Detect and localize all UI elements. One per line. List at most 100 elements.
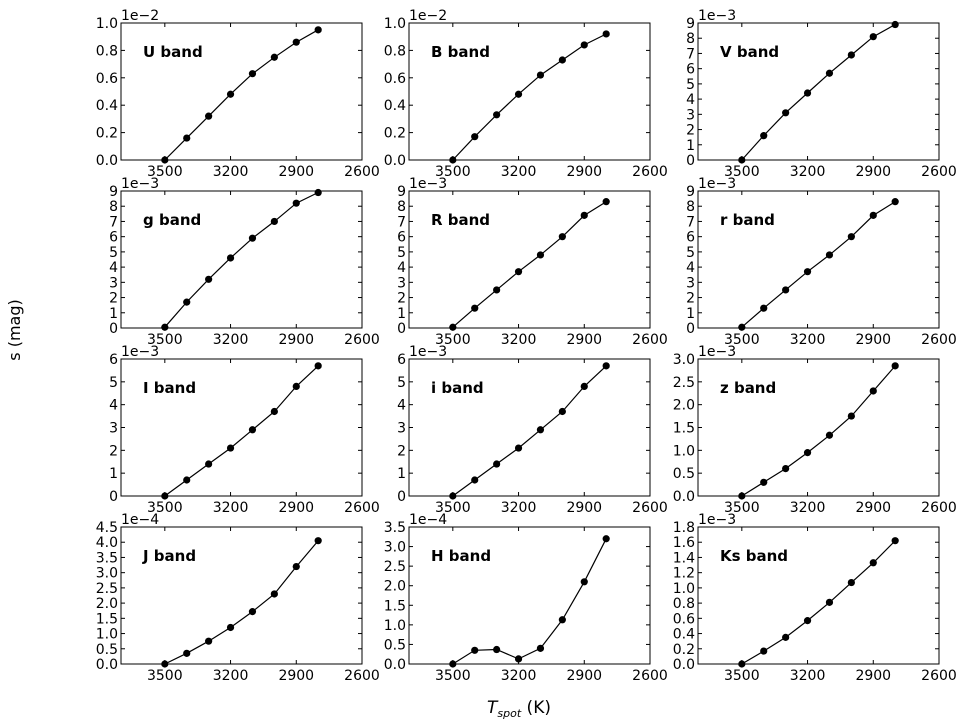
z-band-panel-series-line — [741, 365, 896, 497]
h-band-panel-frame — [408, 526, 651, 665]
i-band-panel-series-line — [452, 365, 607, 497]
r-band-panel-ytick-label-1: 1 — [397, 306, 406, 322]
ks-band-panel-frame — [697, 526, 940, 665]
z-band-panel-point-7 — [891, 362, 899, 370]
z-band-panel-ytick-label-6: 3.0 — [673, 352, 695, 368]
r-band-panel-frame — [697, 190, 940, 329]
x-axis-label: Tspot (K) — [487, 698, 551, 720]
b-band-panel-point-6 — [580, 41, 588, 49]
i-band-panel-ytick-label-3: 3 — [109, 421, 118, 437]
j-band-panel: 0.00.51.01.52.02.53.03.54.04.5 3500 3200 29… — [96, 512, 380, 684]
r-band-panel-ytick-label-2: 2 — [397, 291, 406, 307]
v-band-panel-ytick-label-7: 7 — [686, 46, 695, 62]
j-band-panel-ytick-label-2: 1.0 — [96, 627, 118, 643]
z-band-panel-band-label: z band — [720, 379, 776, 397]
z-band-panel-ytick-label-1: 0.5 — [673, 466, 695, 482]
ks-band-panel-xtick-label-3: 2600 — [921, 668, 957, 684]
u-band-panel-band-label: U band — [143, 43, 203, 61]
r-band-panel-series-line — [452, 201, 607, 328]
r-band-panel-band-label: R band — [431, 211, 490, 229]
h-band-panel-point-7 — [602, 535, 610, 543]
v-band-panel-series-line — [741, 23, 896, 161]
i-band-panel-xtick-label-1: 3200 — [213, 500, 249, 516]
r-band-panel-ytick-label-3: 3 — [397, 275, 406, 291]
ks-band-panel-point-3 — [803, 617, 812, 625]
i-band-panel-band-label: i band — [431, 379, 484, 397]
j-band-panel-ytick-label-1: 0.5 — [96, 642, 118, 658]
z-band-panel-point-1 — [760, 478, 768, 486]
h-band-panel-xtick-label-0: 3500 — [435, 668, 471, 684]
i-band-panel: 0 1 2 3 4 5 6 3500 3200 2900 2600 1e−3 I band — [109, 344, 380, 516]
j-band-panel-point-0 — [161, 660, 169, 668]
r-band-panel-point-1 — [471, 304, 479, 312]
v-band-panel-ytick-label-4: 4 — [686, 92, 695, 108]
j-band-panel-ytick-label-9: 4.5 — [96, 520, 118, 536]
r-band-panel-point-5 — [558, 233, 566, 241]
v-band-panel-ytick-label-8: 8 — [686, 31, 695, 47]
r-band-panel-point-3 — [514, 268, 523, 276]
j-band-panel-ytick-label-8: 4.0 — [96, 535, 118, 551]
v-band-panel-xtick-label-1: 3200 — [790, 164, 826, 180]
b-band-panel: 0.0 0.2 0.4 0.6 0.8 1.0 3500 3200 2900 2600 1e−2 B … — [384, 8, 668, 180]
v-band-panel-ytick-label-2: 2 — [686, 123, 695, 139]
z-band-panel-point-0 — [738, 492, 746, 500]
g-band-panel-point-1 — [183, 298, 191, 306]
r-band-panel-xtick-label-0: 3500 — [435, 332, 471, 348]
u-band-panel-ytick-label-0: 0.0 — [96, 153, 118, 169]
i-band-panel-point-7 — [602, 362, 610, 370]
r-band-panel-xtick-label-0: 3500 — [724, 332, 760, 348]
j-band-panel-xtick-label-0: 3500 — [147, 668, 183, 684]
r-band-panel-point-7 — [602, 198, 610, 206]
g-band-panel-ytick-label-6: 6 — [109, 230, 118, 246]
i-band-panel-xtick-label-3: 2600 — [344, 500, 380, 516]
b-band-panel-band-label: B band — [431, 43, 490, 61]
i-band-panel-point-0 — [449, 492, 457, 500]
u-band-panel-ytick-label-2: 0.4 — [96, 98, 118, 114]
h-band-panel-ytick-label-3: 1.5 — [384, 598, 406, 614]
b-band-panel-xtick-label-3: 2600 — [632, 164, 668, 180]
g-band-panel-point-2 — [205, 275, 213, 283]
x-axis-label-unit: (K) — [521, 698, 551, 718]
b-band-panel-ytick-label-0: 0.0 — [384, 153, 406, 169]
j-band-panel-point-3 — [226, 623, 235, 632]
h-band-panel: 0.0 0.5 1.0 1.5 2.0 2.5 3.0 3.5 3500 3200 2900 2600… — [384, 512, 668, 684]
i-band-panel-ytick-label-3: 3 — [397, 421, 406, 437]
u-band-panel-xtick-label-2: 2900 — [278, 164, 314, 180]
j-band-panel-point-5 — [270, 590, 278, 598]
h-band-panel-ytick-label-7: 3.5 — [384, 520, 406, 536]
i-band-panel-point-5 — [558, 407, 566, 416]
i-band-panel-point-6 — [292, 382, 300, 390]
i-band-panel-point-3 — [226, 444, 235, 452]
z-band-panel-xtick-label-0: 3500 — [724, 500, 760, 516]
z-band-panel-ytick-label-5: 2.5 — [673, 375, 695, 391]
h-band-panel-point-1 — [471, 646, 479, 654]
h-band-panel-ytick-label-1: 0.5 — [384, 637, 406, 653]
v-band-panel-point-0 — [738, 156, 746, 164]
i-band-panel-ytick-label-1: 1 — [109, 466, 118, 482]
h-band-panel-xtick-label-1: 3200 — [501, 668, 537, 684]
g-band-panel-ytick-label-0: 0 — [109, 321, 118, 337]
b-band-panel-ytick-label-2: 0.4 — [384, 98, 406, 114]
i-band-panel-point-3 — [514, 444, 523, 452]
ks-band-panel-xtick-label-1: 3200 — [790, 668, 826, 684]
v-band-panel-ytick-label-9: 9 — [686, 16, 695, 32]
r-band-panel-point-2 — [782, 286, 790, 294]
j-band-panel-point-1 — [183, 649, 191, 657]
u-band-panel-ytick-label-3: 0.6 — [96, 71, 118, 87]
r-band-panel-series-line — [741, 201, 896, 328]
i-band-panel: 0 1 2 3 4 5 6 3500 3200 2900 2600 1e−3 i band — [397, 344, 668, 516]
u-band-panel-point-7 — [314, 26, 322, 34]
r-band-panel-point-1 — [760, 304, 768, 312]
g-band-panel-point-5 — [270, 217, 278, 226]
b-band-panel-xtick-label-2: 2900 — [566, 164, 602, 180]
i-band-panel-ytick-label-6: 6 — [109, 352, 118, 368]
h-band-panel-point-6 — [580, 578, 588, 586]
ks-band-panel-point-4 — [825, 598, 834, 606]
ks-band-panel-ytick-label-2: 0.4 — [673, 627, 695, 643]
v-band-panel-point-1 — [760, 132, 768, 140]
v-band-panel-point-3 — [803, 89, 812, 97]
r-band-panel-ytick-label-6: 6 — [686, 230, 695, 246]
g-band-panel-ytick-label-8: 8 — [109, 199, 118, 215]
ks-band-panel-xtick-label-2: 2900 — [855, 668, 891, 684]
